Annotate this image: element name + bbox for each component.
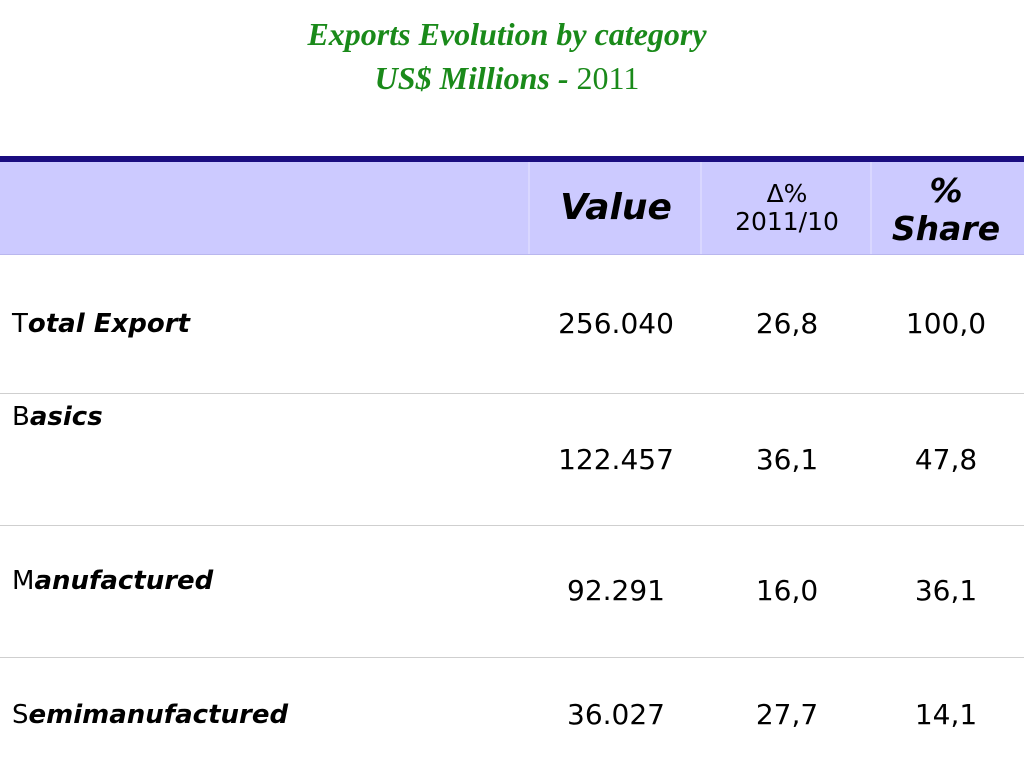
cell-value: 92.291 — [567, 574, 665, 607]
table-top-rule — [0, 156, 1024, 162]
cell-share: 100,0 — [905, 307, 987, 340]
subtitle-year: 2011 — [576, 60, 640, 96]
header-delta-symbol: Δ% — [766, 179, 808, 208]
cell-share: 14,1 — [914, 698, 978, 731]
page-title: Exports Evolution by category — [307, 16, 707, 52]
cell-delta: 36,1 — [755, 443, 819, 476]
header-divider — [870, 162, 872, 254]
subtitle-unit: US$ Millions - — [374, 60, 569, 96]
header-divider — [528, 162, 530, 254]
row-label: Manufactured — [12, 566, 214, 596]
table-row: Basics 122.457 36,1 47,8 — [0, 394, 1024, 526]
header-divider — [700, 162, 702, 254]
header-delta-period: 2011/10 — [735, 207, 839, 236]
row-label: Basics — [12, 402, 103, 432]
table-row: Manufactured 92.291 16,0 36,1 — [0, 526, 1024, 658]
cell-value: 256.040 — [558, 307, 674, 340]
cell-delta: 26,8 — [755, 307, 819, 340]
header-share-symbol: % — [929, 171, 963, 210]
header-delta: Δ% 2011/10 — [702, 180, 872, 236]
cell-delta: 27,7 — [755, 698, 819, 731]
cell-value: 36.027 — [567, 698, 665, 731]
header-share-word: Share — [891, 209, 1001, 248]
header-value: Value — [560, 187, 672, 228]
cell-delta: 16,0 — [755, 574, 819, 607]
table-row: Total Export 256.040 26,8 100,0 — [0, 255, 1024, 394]
header-share: % Share — [872, 172, 1020, 248]
cell-value: 122.457 — [558, 443, 674, 476]
cell-share: 36,1 — [914, 574, 978, 607]
table-header-row: Value Δ% 2011/10 % Share — [0, 162, 1024, 255]
table-row: Semimanufactured 36.027 27,7 14,1 — [0, 658, 1024, 766]
page-subtitle: US$ Millions - 2011 — [0, 58, 1014, 98]
row-label: Semimanufactured — [12, 700, 289, 730]
cell-share: 47,8 — [914, 443, 978, 476]
row-label: Total Export — [12, 309, 190, 339]
